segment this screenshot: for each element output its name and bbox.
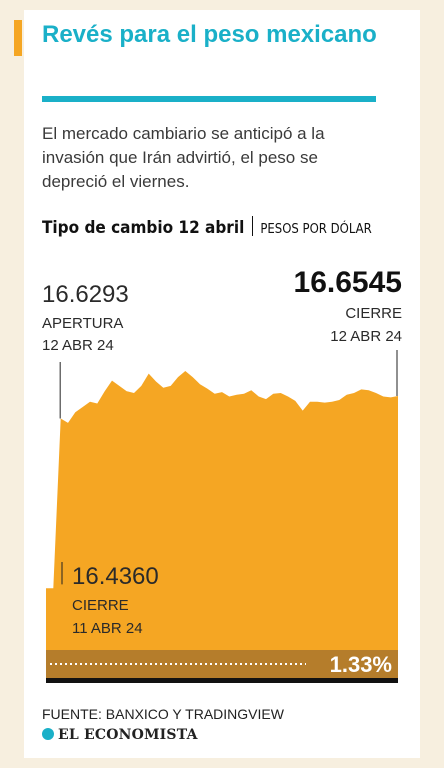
chart-unit: PESOS POR DÓLAR <box>260 222 372 237</box>
prev-close-value: 16.4360 <box>72 563 159 590</box>
area-series <box>46 371 398 678</box>
logo-text: EL ECONOMISTA <box>58 727 198 743</box>
source-footer: FUENTE: BANXICO Y TRADINGVIEW <box>42 706 284 722</box>
chart-subtitle: Tipo de cambio 12 abril PESOS POR DÓLAR <box>42 216 372 238</box>
change-percent-label: 1.33% <box>330 652 392 677</box>
page-title: Revés para el peso mexicano <box>42 21 377 48</box>
chart-title: Tipo de cambio 12 abril <box>42 218 245 238</box>
open-date: 12 ABR 24 <box>42 337 114 354</box>
subtitle-separator <box>252 216 254 236</box>
open-label: APERTURA <box>42 315 123 332</box>
close-value: 16.6545 <box>294 266 402 299</box>
prev-close-label: CIERRE <box>72 597 129 614</box>
close-date: 12 ABR 24 <box>330 328 402 345</box>
logo-mark-icon <box>42 728 54 740</box>
open-value: 16.6293 <box>42 281 129 308</box>
prev-close-date: 11 ABR 24 <box>72 620 143 637</box>
title-underline <box>42 96 376 102</box>
accent-bar <box>14 20 22 56</box>
brand-logo: EL ECONOMISTA <box>42 727 198 743</box>
lead-text: El mercado cambiario se anticipó a la in… <box>42 124 325 191</box>
baseline-bar <box>46 678 398 683</box>
close-label: CIERRE <box>345 305 402 322</box>
